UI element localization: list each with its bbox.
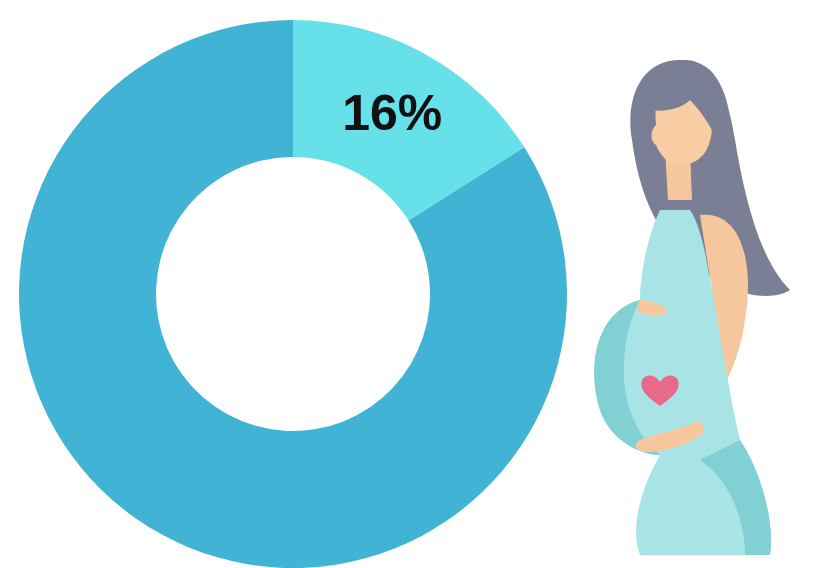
data-labels: 16%	[342, 85, 442, 141]
slice	[19, 20, 567, 568]
heart	[641, 375, 678, 406]
chart-canvas: 16%	[0, 0, 823, 568]
hand	[636, 300, 668, 316]
dress-shade	[700, 440, 771, 555]
illustration	[594, 60, 790, 555]
hand	[636, 420, 705, 452]
hair-front	[650, 60, 730, 160]
slices	[19, 20, 567, 568]
data-label: 16%	[342, 85, 442, 141]
dress	[594, 210, 771, 555]
